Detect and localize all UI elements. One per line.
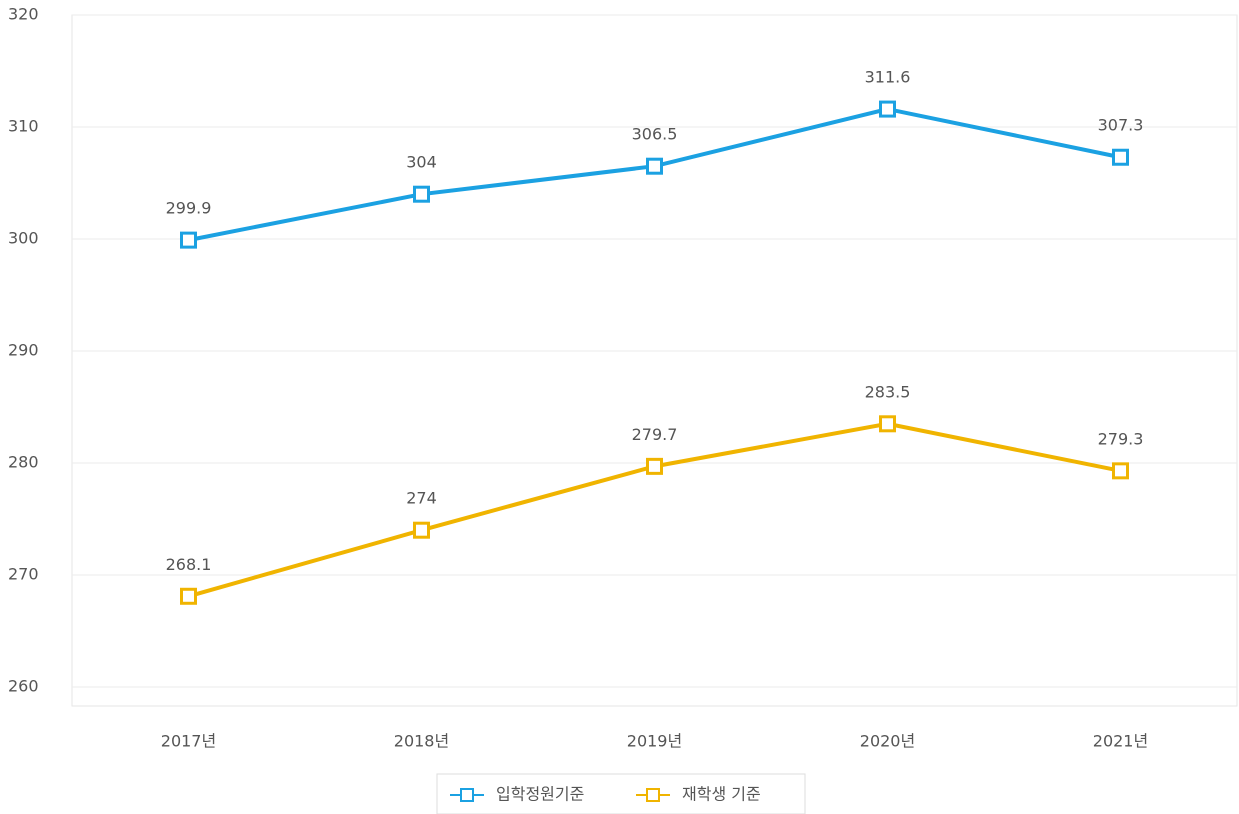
y-tick-label: 280 bbox=[8, 453, 39, 472]
point-marker bbox=[413, 185, 430, 203]
x-tick-label: 2019년 bbox=[627, 732, 682, 751]
y-tick-label: 300 bbox=[8, 229, 39, 248]
x-tick-label: 2021년 bbox=[1093, 732, 1148, 751]
point-marker bbox=[879, 415, 896, 433]
data-label: 279.7 bbox=[632, 425, 678, 444]
data-label: 279.3 bbox=[1098, 429, 1144, 448]
x-tick-label: 2018년 bbox=[394, 732, 449, 751]
y-tick-label: 290 bbox=[8, 341, 39, 360]
point-marker bbox=[413, 521, 430, 539]
plot-frame bbox=[71, 14, 1238, 707]
y-tick-label: 260 bbox=[8, 677, 39, 696]
point-marker bbox=[646, 157, 663, 175]
y-tick-label: 270 bbox=[8, 565, 39, 584]
data-label: 274 bbox=[406, 489, 437, 508]
y-tick-label: 310 bbox=[8, 117, 39, 136]
point-marker bbox=[1112, 462, 1129, 480]
data-label: 307.3 bbox=[1098, 116, 1144, 135]
legend-label: 입학정원기준 bbox=[496, 785, 584, 804]
x-tick-label: 2020년 bbox=[860, 732, 915, 751]
y-tick-label: 320 bbox=[8, 5, 39, 24]
point-marker bbox=[646, 457, 663, 475]
legend-label: 재학생 기준 bbox=[682, 785, 761, 804]
legend-marker bbox=[646, 788, 660, 802]
data-label: 304 bbox=[406, 153, 437, 172]
data-label: 311.6 bbox=[865, 68, 911, 87]
x-tick-label: 2017년 bbox=[161, 732, 216, 751]
point-marker bbox=[180, 231, 197, 249]
legend-box bbox=[436, 773, 806, 814]
point-marker bbox=[1112, 148, 1129, 166]
series-line bbox=[187, 421, 1121, 599]
point-marker bbox=[180, 587, 197, 605]
data-label: 299.9 bbox=[166, 199, 212, 218]
data-label: 268.1 bbox=[166, 555, 212, 574]
data-label: 306.5 bbox=[632, 125, 678, 144]
point-marker bbox=[879, 100, 896, 118]
data-label: 283.5 bbox=[865, 382, 911, 401]
legend-marker bbox=[460, 788, 474, 802]
